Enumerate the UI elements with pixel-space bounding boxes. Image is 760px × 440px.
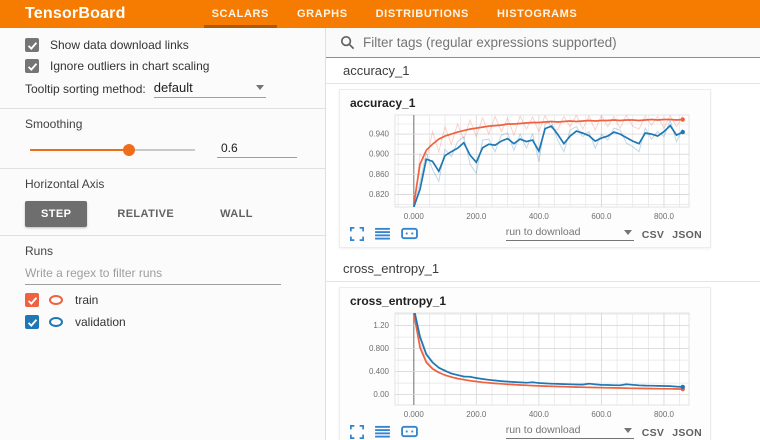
- chevron-down-icon: [623, 427, 632, 433]
- json-download-link[interactable]: JSON: [672, 229, 702, 241]
- chart-title: cross_entropy_1: [350, 294, 447, 308]
- filter-tags-row: Filter tags (regular expressions support…: [326, 28, 760, 58]
- tooltip-sorting-label: Tooltip sorting method:: [25, 82, 146, 96]
- checkbox-checked-icon: [25, 38, 39, 52]
- tab-scalars[interactable]: SCALARS: [198, 0, 283, 28]
- axis-wall-button[interactable]: WALL: [220, 208, 253, 220]
- run-to-download-select[interactable]: run to download: [505, 424, 634, 439]
- ignore-outliers-checkbox[interactable]: Ignore outliers in chart scaling: [25, 59, 305, 73]
- expand-chart-icon[interactable]: [350, 226, 364, 241]
- tab-graphs[interactable]: GRAPHS: [296, 8, 348, 20]
- tab-distributions[interactable]: DISTRIBUTIONS: [375, 8, 469, 20]
- svg-text:0.940: 0.940: [369, 130, 390, 139]
- scalar-card-cross-entropy: cross_entropy_1 0.000 200.0 400.0 600.0 800.…: [339, 287, 711, 440]
- app-logo: TensorBoard: [25, 5, 126, 22]
- tag-group-cross-entropy[interactable]: cross_entropy_1: [326, 256, 760, 282]
- scalar-card-accuracy: accuracy_1 0.000 200.0 400.0 600.0 800.0 0.82…: [339, 89, 711, 248]
- divider: [0, 235, 325, 236]
- smoothing-slider[interactable]: [30, 143, 195, 157]
- slider-fill: [30, 148, 129, 151]
- svg-text:0.000: 0.000: [404, 410, 425, 419]
- slider-thumb[interactable]: [123, 143, 135, 156]
- csv-download-link[interactable]: CSV: [641, 427, 665, 439]
- run-to-download-label: run to download: [505, 424, 581, 436]
- run-checkbox-checked-icon[interactable]: [25, 293, 39, 307]
- tab-histograms[interactable]: HISTOGRAMS: [497, 8, 578, 20]
- svg-text:800.0: 800.0: [654, 212, 675, 221]
- svg-text:0.00: 0.00: [373, 390, 389, 399]
- tooltip-sorting-select[interactable]: default: [153, 80, 266, 98]
- svg-text:1.20: 1.20: [373, 321, 389, 330]
- run-color-ring-icon: [49, 317, 63, 327]
- run-color-ring-icon: [49, 295, 63, 305]
- run-label: train: [75, 293, 99, 307]
- tooltip-sorting-value: default: [153, 80, 193, 95]
- run-label: validation: [75, 315, 126, 329]
- svg-text:600.0: 600.0: [591, 410, 612, 419]
- svg-text:400.0: 400.0: [529, 410, 550, 419]
- tag-group-label: accuracy_1: [343, 63, 410, 78]
- cross-entropy-chart[interactable]: 0.000 200.0 400.0 600.0 800.0 0.00 0.400 0.800 1…: [349, 310, 701, 422]
- smoothing-label: Smoothing: [25, 117, 83, 131]
- svg-text:800.0: 800.0: [654, 410, 675, 419]
- scalars-dashboard: Filter tags (regular expressions support…: [326, 28, 760, 440]
- svg-text:0.000: 0.000: [404, 212, 425, 221]
- svg-text:200.0: 200.0: [466, 410, 487, 419]
- expand-chart-icon[interactable]: [350, 424, 364, 439]
- runs-regex-input[interactable]: [25, 264, 281, 285]
- chevron-down-icon: [255, 85, 264, 90]
- card-footer: run to download CSV JSON: [340, 224, 710, 247]
- accuracy-chart[interactable]: 0.000 200.0 400.0 600.0 800.0 0.820 0.860 0.900…: [349, 112, 701, 224]
- toggle-y-axis-icon[interactable]: [375, 227, 390, 240]
- svg-text:0.900: 0.900: [369, 150, 390, 159]
- svg-text:0.400: 0.400: [369, 367, 390, 376]
- svg-text:0.860: 0.860: [369, 170, 390, 179]
- csv-download-link[interactable]: CSV: [641, 229, 665, 241]
- card-area: cross_entropy_1 0.000 200.0 400.0 600.0 800.…: [326, 282, 760, 440]
- chevron-down-icon: [623, 229, 632, 235]
- tag-group-label: cross_entropy_1: [343, 261, 440, 276]
- card-area: accuracy_1 0.000 200.0 400.0 600.0 800.0 0.82…: [326, 84, 760, 256]
- checkbox-checked-icon: [25, 59, 39, 73]
- checkbox-label: Show data download links: [50, 38, 189, 52]
- svg-text:0.800: 0.800: [369, 344, 390, 353]
- divider: [0, 168, 325, 169]
- divider: [0, 108, 325, 109]
- search-icon: [340, 35, 355, 50]
- svg-text:0.820: 0.820: [369, 190, 390, 199]
- runs-label: Runs: [25, 244, 54, 258]
- app-header: TensorBoard SCALARS GRAPHS DISTRIBUTIONS…: [0, 0, 760, 28]
- run-item-train[interactable]: train: [25, 293, 305, 307]
- nav-tabs: SCALARS GRAPHS DISTRIBUTIONS HISTOGRAMS: [198, 0, 592, 28]
- svg-text:400.0: 400.0: [529, 212, 550, 221]
- run-checkbox-checked-icon[interactable]: [25, 315, 39, 329]
- svg-text:600.0: 600.0: [591, 212, 612, 221]
- settings-sidebar: Show data download links Ignore outliers…: [0, 28, 326, 440]
- toggle-y-axis-icon[interactable]: [375, 425, 390, 438]
- horizontal-axis-label: Horizontal Axis: [25, 177, 105, 191]
- axis-step-button[interactable]: STEP: [25, 201, 88, 227]
- chart-title: accuracy_1: [350, 96, 416, 110]
- smoothing-value-input[interactable]: 0.6: [217, 141, 297, 158]
- run-item-validation[interactable]: validation: [25, 315, 305, 329]
- show-data-download-links-checkbox[interactable]: Show data download links: [25, 38, 305, 52]
- json-download-link[interactable]: JSON: [672, 427, 702, 439]
- fit-domain-icon[interactable]: [401, 227, 418, 240]
- run-to-download-select[interactable]: run to download: [505, 226, 634, 241]
- tag-group-accuracy[interactable]: accuracy_1: [326, 58, 760, 84]
- checkbox-label: Ignore outliers in chart scaling: [50, 59, 210, 73]
- fit-domain-icon[interactable]: [401, 425, 418, 438]
- filter-tags-input[interactable]: Filter tags (regular expressions support…: [363, 35, 617, 50]
- axis-relative-button[interactable]: RELATIVE: [117, 208, 175, 220]
- card-footer: run to download CSV JSON: [340, 422, 710, 440]
- run-to-download-label: run to download: [505, 226, 581, 238]
- svg-text:200.0: 200.0: [466, 212, 487, 221]
